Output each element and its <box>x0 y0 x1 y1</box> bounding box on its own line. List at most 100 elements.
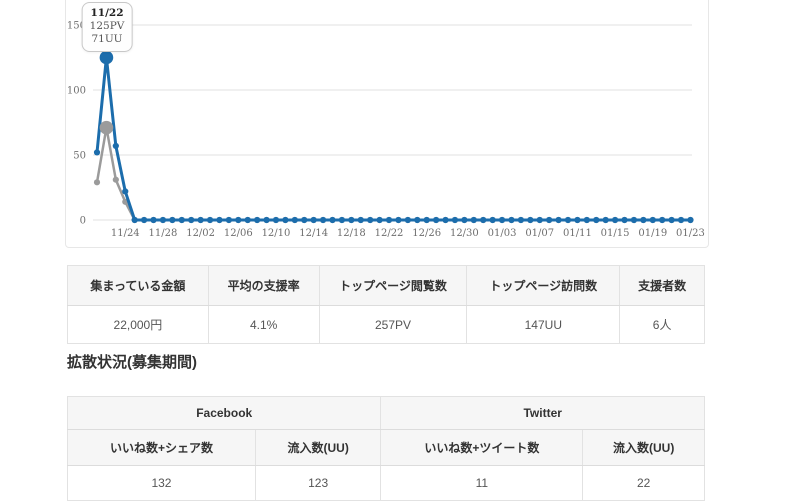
chart-point-pv[interactable] <box>244 216 251 224</box>
chart-point-uu[interactable] <box>93 179 101 186</box>
chart-point-pv[interactable] <box>649 216 656 224</box>
x-axis-tick-label: 12/02 <box>186 228 215 239</box>
summary-header-amount: 集まっている金額 <box>67 265 209 306</box>
spread-table: Facebook Twitter いいね数+シェア数 流入数(UU) いいね数+… <box>66 396 705 501</box>
chart-point-pv[interactable] <box>451 216 459 224</box>
x-axis-tick-label: 12/18 <box>337 228 366 239</box>
chart-point-pv[interactable] <box>527 216 534 224</box>
summary-header-backers: 支援者数 <box>619 265 705 306</box>
spread-value-tw-likes: 11 <box>380 465 584 501</box>
chart-point-pv[interactable] <box>329 216 336 224</box>
spread-header-fb-likes: いいね数+シェア数 <box>67 429 256 466</box>
chart-point-pv[interactable] <box>423 216 430 224</box>
chart-tooltip: 11/22 125PV 71UU <box>81 2 133 52</box>
x-axis-tick-label: 12/10 <box>262 228 291 239</box>
chart-point-pv[interactable] <box>169 216 176 224</box>
chart-point-pv[interactable] <box>291 216 298 224</box>
chart-point-pv[interactable] <box>593 216 600 224</box>
chart-point-pv[interactable] <box>489 216 496 224</box>
chart-point-pv[interactable] <box>93 149 101 156</box>
chart-point-pv[interactable] <box>216 216 223 224</box>
chart-point-pv[interactable] <box>687 216 694 224</box>
chart-point-pv[interactable] <box>263 216 270 224</box>
chart-point-pv[interactable] <box>225 216 232 224</box>
x-axis-tick-label: 12/14 <box>299 228 328 239</box>
traffic-chart-panel <box>65 0 709 248</box>
spread-value-fb-inflow: 123 <box>254 465 382 501</box>
chart-point-pv[interactable] <box>188 216 195 224</box>
x-axis-tick-label: 11/24 <box>111 228 140 239</box>
spread-header-tw-inflow: 流入数(UU) <box>582 429 705 466</box>
chart-point-pv[interactable] <box>498 216 506 224</box>
chart-point-pv[interactable] <box>348 216 355 224</box>
chart-point-pv[interactable] <box>235 216 242 224</box>
chart-point-pv[interactable] <box>630 216 638 224</box>
chart-point-pv[interactable] <box>178 216 185 224</box>
summary-header-visits: トップページ訪問数 <box>466 265 621 306</box>
chart-point-pv[interactable] <box>319 216 327 224</box>
chart-point-pv[interactable] <box>395 216 402 224</box>
chart-point-pv[interactable] <box>659 216 666 224</box>
spread-section-heading: 拡散状況(募集期間) <box>67 354 197 371</box>
spread-group-twitter: Twitter <box>380 396 705 430</box>
chart-point-pv[interactable] <box>197 216 204 224</box>
chart-point-pv[interactable] <box>612 216 619 224</box>
spread-group-header-row: Facebook Twitter <box>66 396 705 430</box>
chart-point-pv[interactable] <box>141 216 148 224</box>
chart-point-pv[interactable] <box>376 216 383 224</box>
summary-value-row: 22,000円 4.1% 257PV 147UU 6人 <box>67 305 705 344</box>
chart-point-pv[interactable] <box>112 142 119 149</box>
chart-point-pv[interactable] <box>461 216 468 224</box>
chart-point-pv[interactable] <box>546 216 553 224</box>
chart-point-pv[interactable] <box>433 216 440 224</box>
chart-point-pv[interactable] <box>508 216 515 224</box>
chart-point-pv[interactable] <box>122 188 129 195</box>
chart-point-pv[interactable] <box>564 216 572 224</box>
chart-point-pv[interactable] <box>442 216 449 224</box>
y-axis-tick-label: 0 <box>80 216 86 227</box>
chart-point-pv[interactable] <box>310 216 317 224</box>
summary-value-amount: 22,000円 <box>67 305 209 344</box>
spread-value-row: 132 123 11 22 <box>67 465 705 501</box>
chart-point-pv[interactable] <box>206 216 214 224</box>
chart-point-pv[interactable] <box>404 216 411 224</box>
chart-point-pv[interactable] <box>338 216 346 224</box>
chart-point-pv[interactable] <box>536 216 543 224</box>
chart-point-pv[interactable] <box>677 216 685 224</box>
chart-point-pv[interactable] <box>357 216 364 224</box>
y-axis-tick-label: 50 <box>73 151 86 162</box>
chart-point-pv[interactable] <box>254 216 261 224</box>
chart-point-pv[interactable] <box>367 216 374 224</box>
traffic-chart[interactable]: 0 50 100 150 11/24 11/28 12/02 12/06 12/10 12/14 1… <box>0 0 789 252</box>
x-axis-tick-label: 01/03 <box>488 228 517 239</box>
chart-point-pv[interactable] <box>282 216 289 224</box>
chart-point-pv[interactable] <box>640 216 647 224</box>
spread-value-fb-likes: 132 <box>67 465 256 501</box>
chart-point-pv[interactable] <box>272 216 280 224</box>
chart-point-pv[interactable] <box>574 216 581 224</box>
chart-point-pv[interactable] <box>480 216 487 224</box>
spread-value-tw-inflow: 22 <box>582 465 705 501</box>
chart-point-pv[interactable] <box>414 216 421 224</box>
x-axis-tick-label: 01/15 <box>601 228 630 239</box>
chart-point-pv[interactable] <box>517 216 525 224</box>
chart-point-pv[interactable] <box>301 216 308 224</box>
chart-point-pv[interactable] <box>131 216 138 224</box>
chart-point-pv[interactable] <box>583 216 590 224</box>
chart-point-pv[interactable] <box>668 216 675 224</box>
chart-highlight-point-pv[interactable] <box>99 50 114 65</box>
chart-point-uu[interactable] <box>112 176 119 183</box>
chart-point-pv[interactable] <box>555 216 562 224</box>
chart-highlight-point-uu[interactable] <box>99 120 114 135</box>
summary-header-pageviews: トップページ閲覧数 <box>318 265 468 306</box>
chart-point-pv[interactable] <box>602 216 609 224</box>
chart-point-pv[interactable] <box>150 216 157 224</box>
chart-point-pv[interactable] <box>385 216 393 224</box>
chart-point-pv[interactable] <box>159 216 167 224</box>
summary-value-rate: 4.1% <box>207 305 320 344</box>
chart-point-pv[interactable] <box>470 216 477 224</box>
spread-header-tw-likes: いいね数+ツイート数 <box>380 429 584 466</box>
spread-group-facebook: Facebook <box>66 396 382 430</box>
tooltip-uu-value: 71UU <box>91 33 123 45</box>
chart-point-pv[interactable] <box>621 216 628 224</box>
